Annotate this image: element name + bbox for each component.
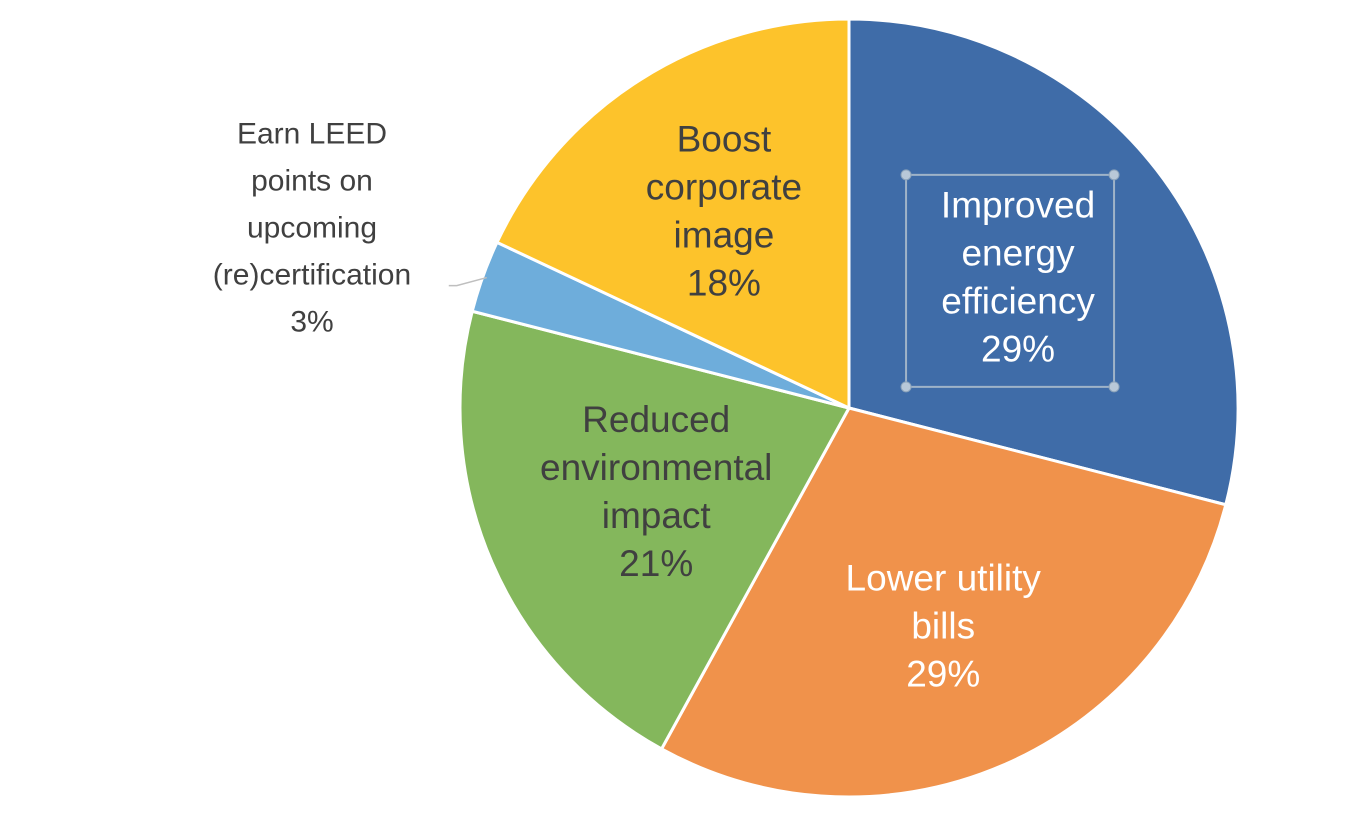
slice-label-boost-corporate-image: Boost corporate image 18% <box>646 118 802 303</box>
slice-category-label: environmental <box>540 447 772 488</box>
slice-category-label: image <box>674 214 775 255</box>
label-selection-frame[interactable] <box>900 169 1120 393</box>
slice-category-label: upcoming <box>247 212 377 245</box>
pie-slice-boost-corporate-image[interactable] <box>495 17 851 410</box>
slice-label-improved-energy-efficiency: Improved energy efficiency 29% <box>941 184 1095 369</box>
slice-percent-label: 29% <box>981 328 1055 369</box>
slice-label-earn-leed-points-on-upcoming-re-certification: Earn LEED points on upcoming (re)certificat… <box>213 118 411 339</box>
pie-slice-improved-energy-efficiency[interactable] <box>847 17 1240 507</box>
selection-handle[interactable] <box>900 381 912 393</box>
slice-label-lower-utility-bills: Lower utility bills 29% <box>846 557 1042 694</box>
slice-category-label: efficiency <box>941 280 1095 321</box>
slice-percent-label: 29% <box>906 653 980 694</box>
slice-category-label: Improved <box>941 184 1095 225</box>
slice-category-label: Earn LEED <box>237 118 387 151</box>
slices-layer <box>458 17 1240 799</box>
slice-category-label: Boost <box>677 118 772 159</box>
leader-line <box>448 276 487 287</box>
slice-percent-label: 3% <box>290 306 333 339</box>
selection-frame-rect[interactable] <box>905 173 1116 388</box>
selection-handle[interactable] <box>900 169 912 181</box>
selection-handle[interactable] <box>1108 381 1120 393</box>
selection-handle[interactable] <box>1108 169 1120 181</box>
slice-percent-label: 21% <box>619 543 693 584</box>
pie-slice-reduced-environmental-impact[interactable] <box>458 309 851 751</box>
slice-category-label: impact <box>602 495 712 536</box>
slice-category-label: corporate <box>646 166 802 207</box>
slice-category-label: energy <box>961 232 1075 273</box>
slice-category-label: bills <box>911 605 975 646</box>
slice-category-label: points on <box>251 165 373 198</box>
pie-slice-lower-utility-bills[interactable] <box>660 406 1228 799</box>
slice-category-label: Reduced <box>582 399 730 440</box>
slice-percent-label: 18% <box>687 262 761 303</box>
slice-label-reduced-environmental-impact: Reduced environmental impact 21% <box>540 399 772 584</box>
slice-category-label: (re)certification <box>213 259 411 292</box>
slice-category-label: Lower utility <box>846 557 1042 598</box>
